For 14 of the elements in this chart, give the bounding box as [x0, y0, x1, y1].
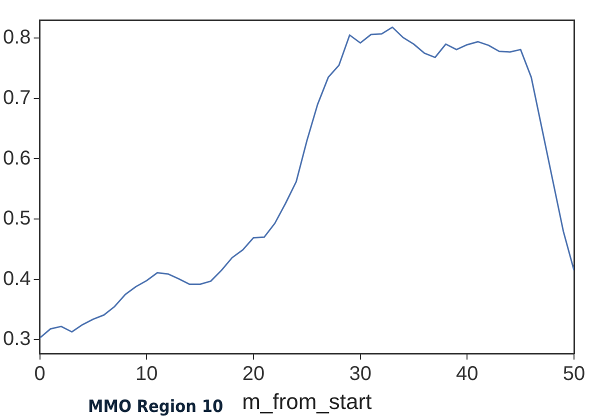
text: MMO Region 10: [88, 396, 224, 417]
y-tick-label: 0.4: [2, 268, 31, 290]
y-tick-label: 0.5: [2, 208, 31, 230]
y-tick-label: 0.3: [2, 328, 31, 350]
x-tick-label: 0: [34, 363, 46, 386]
x-tick-label: 40: [456, 363, 478, 386]
y-tick-label: 0.7: [2, 86, 31, 109]
y-tick-label: 0.6: [2, 147, 31, 170]
x-tick-label: 50: [562, 363, 586, 386]
x-tick-label: 30: [349, 363, 372, 386]
y-tick-label: 0.8: [2, 26, 31, 49]
x-tick-label: 20: [242, 363, 265, 386]
x-tick-label: 10: [136, 363, 158, 386]
x-axis-title: m_from_start: [242, 388, 372, 414]
